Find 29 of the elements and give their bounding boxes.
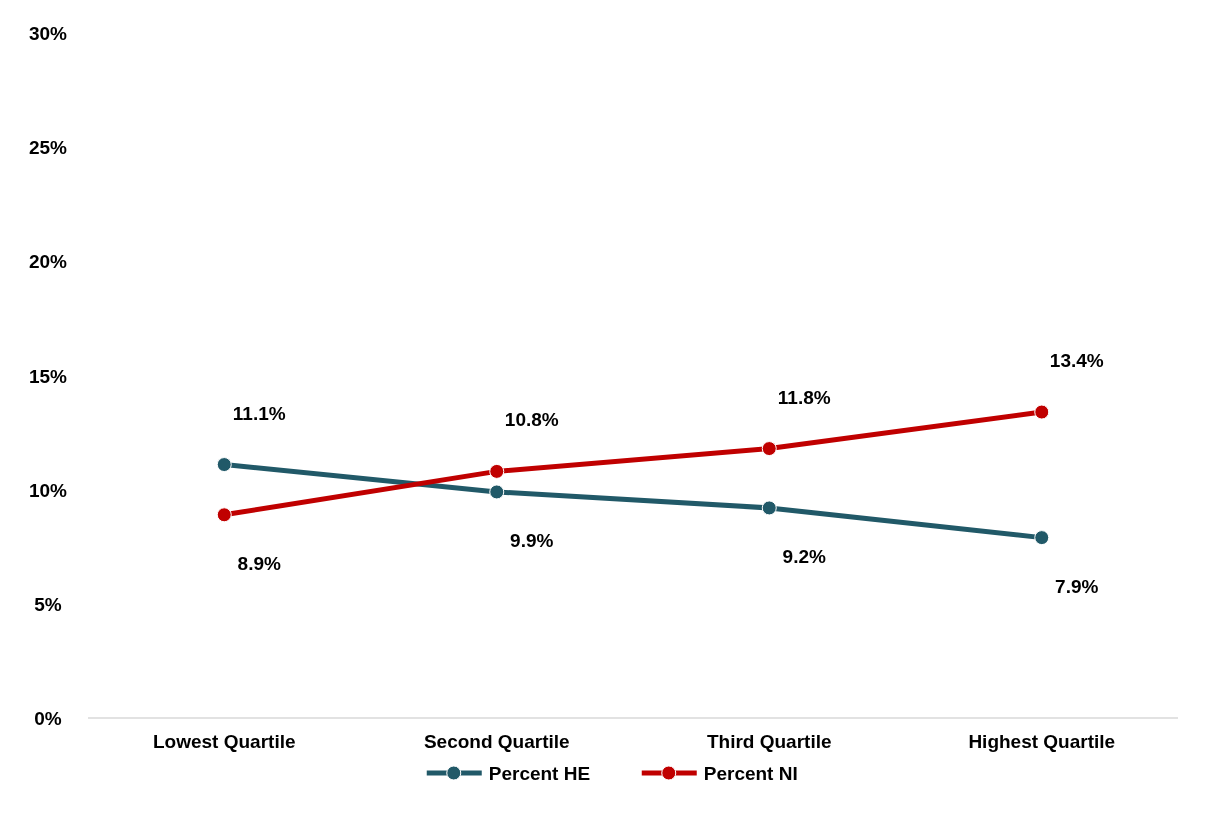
data-label: 9.9% <box>510 529 554 551</box>
point <box>1034 530 1050 546</box>
y-tick-label: 15% <box>28 365 68 387</box>
data-label: 11.1% <box>232 402 286 424</box>
data-label: 11.8% <box>777 386 831 408</box>
y-tick-label: 0% <box>34 708 62 729</box>
y-tick-label: 20% <box>28 251 68 273</box>
x-tick-label: Highest Quartile <box>968 731 1116 752</box>
y-tick-label: 30% <box>28 23 68 44</box>
y-tick-label: 10% <box>28 479 68 501</box>
point <box>761 500 777 516</box>
point <box>1034 404 1050 420</box>
point <box>761 441 777 457</box>
data-label: 9.2% <box>782 545 827 567</box>
point <box>489 463 505 479</box>
y-tick-label: 25% <box>28 137 68 159</box>
data-label: 7.9% <box>1055 575 1099 597</box>
x-tick-label: Lowest Quartile <box>152 731 296 752</box>
data-label: 13.4% <box>1049 350 1104 372</box>
point <box>489 484 505 500</box>
y-tick-label: 5% <box>34 593 62 615</box>
legend-label: Percent NI <box>703 763 798 784</box>
x-tick-label: Second Quartile <box>423 731 570 752</box>
data-label: 8.9% <box>237 552 282 574</box>
data-label: 10.8% <box>504 409 559 431</box>
x-tick-label: Third Quartile <box>706 731 832 752</box>
point <box>216 507 232 523</box>
legend-label: Percent HE <box>488 763 591 784</box>
point <box>216 457 232 473</box>
